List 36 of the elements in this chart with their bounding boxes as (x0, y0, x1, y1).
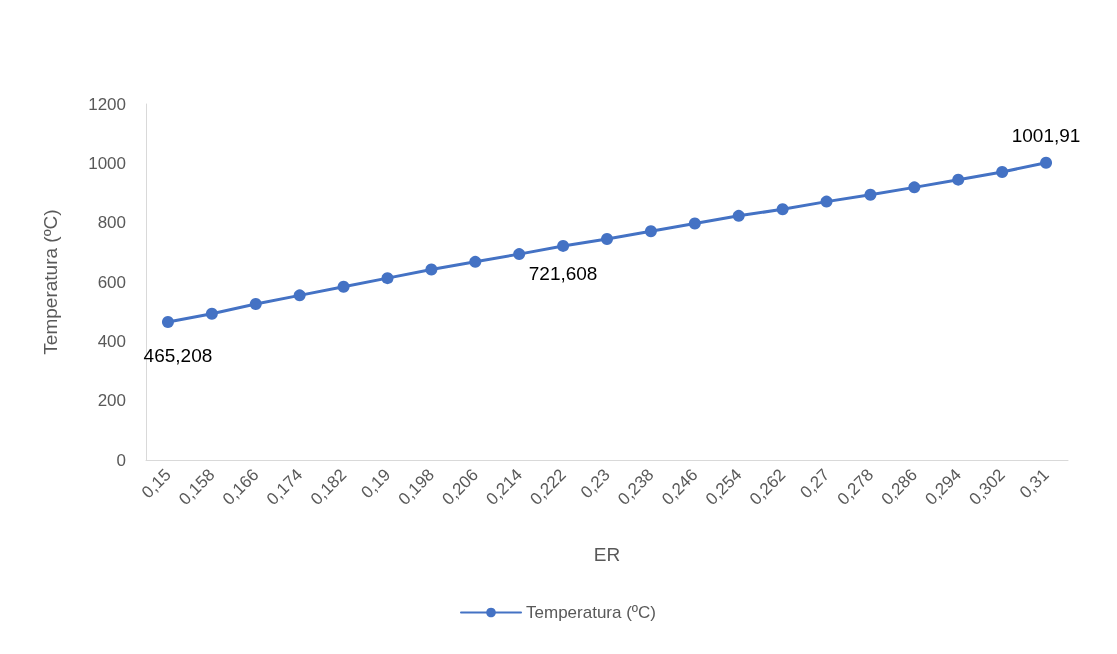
point (1040, 156, 1053, 169)
y-tick-label: 200 (97, 391, 126, 411)
point (249, 297, 262, 310)
point (996, 165, 1009, 178)
point (293, 289, 306, 302)
point (908, 181, 921, 194)
data-label: 1001,91 (1011, 124, 1081, 146)
point (688, 217, 701, 230)
point (557, 239, 570, 252)
x-tick-label: 0,31 (1015, 465, 1053, 503)
point (381, 272, 394, 285)
y-tick-label: 1000 (88, 153, 126, 173)
point (513, 248, 526, 261)
point (601, 232, 613, 245)
y-tick-label: 1200 (88, 94, 126, 114)
point (820, 195, 833, 208)
y-axis-title: Temperatura (ºC) (40, 209, 61, 355)
legend-label: Temperatura (ºC) (526, 603, 656, 622)
point (644, 225, 657, 238)
x-tick-label: 0,19 (357, 465, 395, 503)
point (469, 255, 482, 268)
point (732, 209, 745, 222)
x-axis-title: ER (593, 544, 621, 565)
point (864, 188, 877, 201)
data-label: 721,608 (528, 262, 598, 284)
point (952, 173, 965, 186)
point (776, 203, 789, 216)
y-tick-label: 800 (97, 213, 126, 233)
y-tick-label: 600 (97, 272, 126, 292)
y-tick-label: 400 (97, 331, 126, 351)
y-tick-label: 0 (116, 450, 126, 470)
point (205, 307, 218, 320)
data-label: 465,208 (143, 344, 213, 366)
point (425, 263, 438, 276)
point (337, 280, 350, 293)
point (161, 315, 174, 328)
